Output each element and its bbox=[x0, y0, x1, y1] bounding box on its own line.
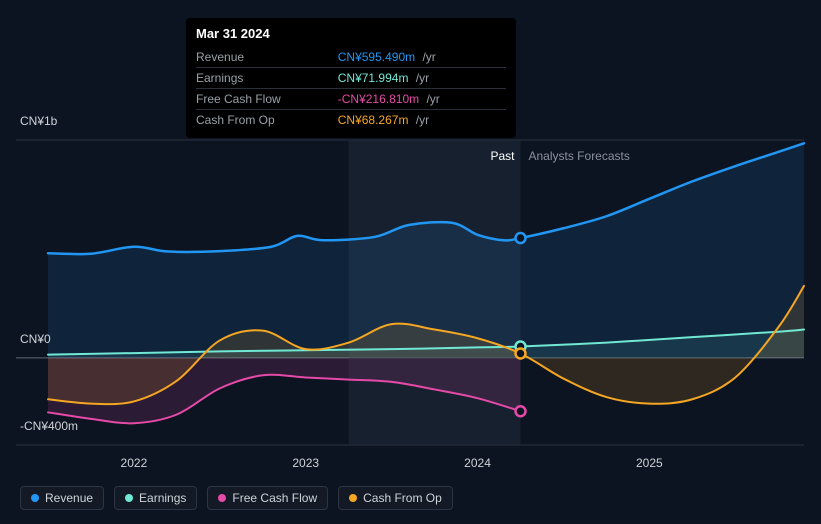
tooltip-row-label: Revenue bbox=[196, 47, 338, 68]
legend-item-revenue[interactable]: Revenue bbox=[20, 486, 104, 510]
legend-item-fcf[interactable]: Free Cash Flow bbox=[207, 486, 328, 510]
legend-item-earnings[interactable]: Earnings bbox=[114, 486, 197, 510]
x-axis-tick-label: 2024 bbox=[464, 456, 491, 470]
y-axis-tick-label: CN¥1b bbox=[20, 114, 57, 128]
legend-item-label: Earnings bbox=[139, 491, 186, 505]
x-axis-tick-label: 2025 bbox=[636, 456, 663, 470]
legend-dot-icon bbox=[31, 494, 39, 502]
tooltip-row-value: CN¥71.994m /yr bbox=[338, 68, 506, 89]
legend-item-label: Cash From Op bbox=[363, 491, 442, 505]
x-axis-tick-label: 2022 bbox=[121, 456, 148, 470]
legend-item-label: Free Cash Flow bbox=[232, 491, 317, 505]
forecast-period-label: Analysts Forecasts bbox=[529, 149, 630, 163]
legend-dot-icon bbox=[349, 494, 357, 502]
chart-legend: Revenue Earnings Free Cash Flow Cash From O… bbox=[20, 486, 453, 510]
tooltip-row: Free Cash Flow-CN¥216.810m /yr bbox=[196, 89, 506, 110]
tooltip-row-label: Cash From Op bbox=[196, 110, 338, 131]
financials-chart: { "chart": { "type": "line", "width": 82… bbox=[0, 0, 821, 524]
legend-dot-icon bbox=[218, 494, 226, 502]
chart-tooltip: Mar 31 2024 RevenueCN¥595.490m /yrEarnin… bbox=[186, 18, 516, 138]
tooltip-date: Mar 31 2024 bbox=[196, 26, 506, 41]
y-axis-tick-label: -CN¥400m bbox=[20, 419, 78, 433]
legend-item-label: Revenue bbox=[45, 491, 93, 505]
x-axis-tick-label: 2023 bbox=[292, 456, 319, 470]
legend-dot-icon bbox=[125, 494, 133, 502]
tooltip-row: Cash From OpCN¥68.267m /yr bbox=[196, 110, 506, 131]
tooltip-row: RevenueCN¥595.490m /yr bbox=[196, 47, 506, 68]
tooltip-row-label: Earnings bbox=[196, 68, 338, 89]
past-period-label: Past bbox=[491, 149, 515, 163]
tooltip-row-value: CN¥595.490m /yr bbox=[338, 47, 506, 68]
tooltip-row-value: CN¥68.267m /yr bbox=[338, 110, 506, 131]
tooltip-row: EarningsCN¥71.994m /yr bbox=[196, 68, 506, 89]
tooltip-table: RevenueCN¥595.490m /yrEarningsCN¥71.994m… bbox=[196, 47, 506, 130]
y-axis-tick-label: CN¥0 bbox=[20, 332, 51, 346]
legend-item-cfo[interactable]: Cash From Op bbox=[338, 486, 453, 510]
tooltip-row-label: Free Cash Flow bbox=[196, 89, 338, 110]
tooltip-row-value: -CN¥216.810m /yr bbox=[338, 89, 506, 110]
